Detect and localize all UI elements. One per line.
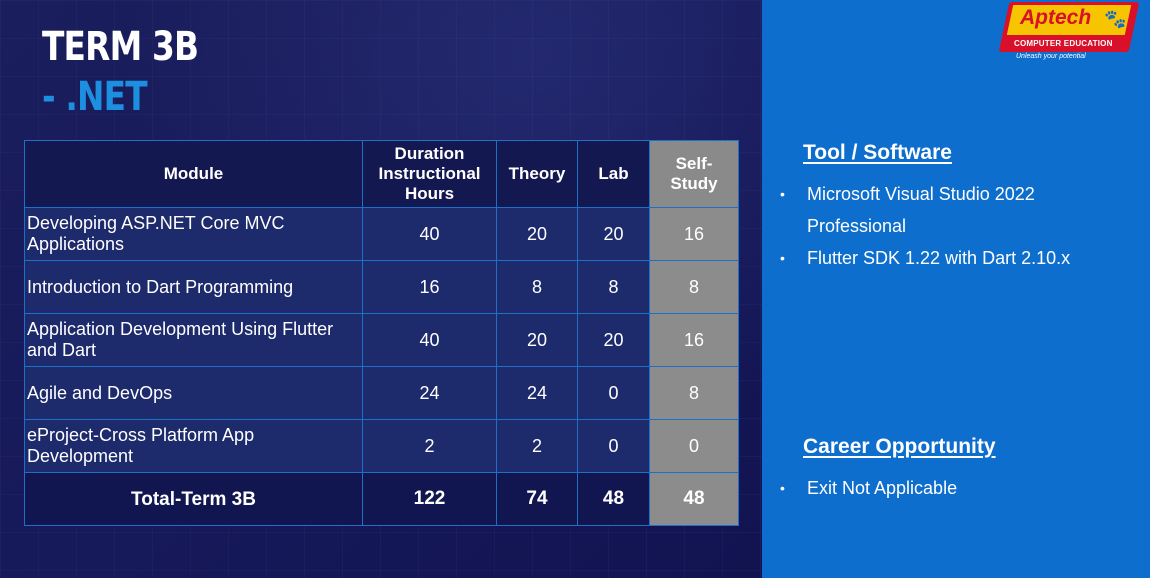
header-duration: Duration Instructional Hours	[362, 140, 497, 208]
list-item: • Exit Not Applicable	[780, 472, 957, 504]
cell-duration: 40	[362, 313, 497, 367]
logo-tagline: Unleash your potential	[1016, 53, 1086, 60]
table-header-row: Module Duration Instructional Hours Theo…	[24, 140, 739, 208]
aptech-logo: Aptech 🐾 COMPUTER EDUCATION Unleash your…	[998, 2, 1140, 60]
cell-module: Developing ASP.NET Core MVC Applications	[24, 207, 363, 261]
cell-duration: 16	[362, 260, 497, 314]
cell-module: Agile and DevOps	[24, 366, 363, 420]
header-duration-line2: Instructional	[378, 164, 481, 183]
bullet-dot-icon: •	[780, 186, 785, 202]
cell-duration: 40	[362, 207, 497, 261]
list-item: Professional	[780, 210, 1070, 242]
cell-module: Introduction to Dart Programming	[24, 260, 363, 314]
cell-theory: 20	[496, 207, 578, 261]
table-row: Agile and DevOps 24 24 0 8	[24, 366, 739, 420]
cell-lab: 20	[577, 313, 650, 367]
cell-module: eProject-Cross Platform App Development	[24, 419, 363, 473]
career-list: • Exit Not Applicable	[780, 472, 957, 504]
table-row: Application Development Using Flutter an…	[24, 313, 739, 367]
bullet-dot-icon: •	[780, 480, 785, 496]
header-duration-line1: Duration	[394, 144, 465, 163]
cell-self-study: 0	[649, 419, 739, 473]
cell-theory: 8	[496, 260, 578, 314]
total-duration: 122	[362, 472, 497, 526]
cell-theory: 2	[496, 419, 578, 473]
total-self-study: 48	[649, 472, 739, 526]
cell-self-study: 16	[649, 313, 739, 367]
header-self-study: Self-Study	[649, 140, 739, 208]
cell-duration: 2	[362, 419, 497, 473]
cell-module: Application Development Using Flutter an…	[24, 313, 363, 367]
cell-self-study: 8	[649, 366, 739, 420]
tools-item-text: Microsoft Visual Studio 2022	[807, 184, 1035, 204]
cell-self-study: 16	[649, 207, 739, 261]
cell-lab: 8	[577, 260, 650, 314]
list-item: • Flutter SDK 1.22 with Dart 2.10.x	[780, 242, 1070, 274]
left-panel: TERM 3B - .NET Module Duration Instructi…	[0, 0, 762, 578]
tools-heading: Tool / Software	[803, 141, 952, 164]
table-total-row: Total-Term 3B 122 74 48 48	[24, 472, 739, 526]
table-row: Developing ASP.NET Core MVC Applications…	[24, 207, 739, 261]
header-module: Module	[24, 140, 363, 208]
table-row: eProject-Cross Platform App Development …	[24, 419, 739, 473]
logo-subtitle: COMPUTER EDUCATION	[1014, 39, 1113, 48]
tools-item-text: Flutter SDK 1.22 with Dart 2.10.x	[807, 248, 1071, 268]
module-table: Module Duration Instructional Hours Theo…	[24, 140, 739, 526]
list-item: • Microsoft Visual Studio 2022	[780, 178, 1070, 210]
paw-icon: 🐾	[1104, 9, 1127, 29]
right-panel: Tool / Software • Microsoft Visual Studio…	[762, 0, 1150, 578]
tools-item-text: Professional	[807, 216, 907, 236]
bullet-dot-icon: •	[780, 250, 785, 266]
cell-theory: 24	[496, 366, 578, 420]
tools-list: • Microsoft Visual Studio 2022 Profession…	[780, 178, 1070, 274]
cell-duration: 24	[362, 366, 497, 420]
total-label: Total-Term 3B	[24, 472, 363, 526]
cell-lab: 0	[577, 366, 650, 420]
cell-self-study: 8	[649, 260, 739, 314]
table-row: Introduction to Dart Programming 16 8 8 …	[24, 260, 739, 314]
career-item-text: Exit Not Applicable	[807, 478, 958, 498]
cell-theory: 20	[496, 313, 578, 367]
header-duration-line3: Hours	[404, 184, 455, 203]
logo-brand-text: Aptech	[1020, 6, 1092, 29]
page-title: TERM 3B	[42, 24, 199, 70]
total-lab: 48	[577, 472, 650, 526]
total-theory: 74	[496, 472, 578, 526]
header-lab: Lab	[577, 140, 650, 208]
cell-lab: 0	[577, 419, 650, 473]
career-heading: Career Opportunity	[803, 435, 996, 458]
page-subtitle: - .NET	[42, 74, 148, 120]
header-theory: Theory	[496, 140, 578, 208]
cell-lab: 20	[577, 207, 650, 261]
